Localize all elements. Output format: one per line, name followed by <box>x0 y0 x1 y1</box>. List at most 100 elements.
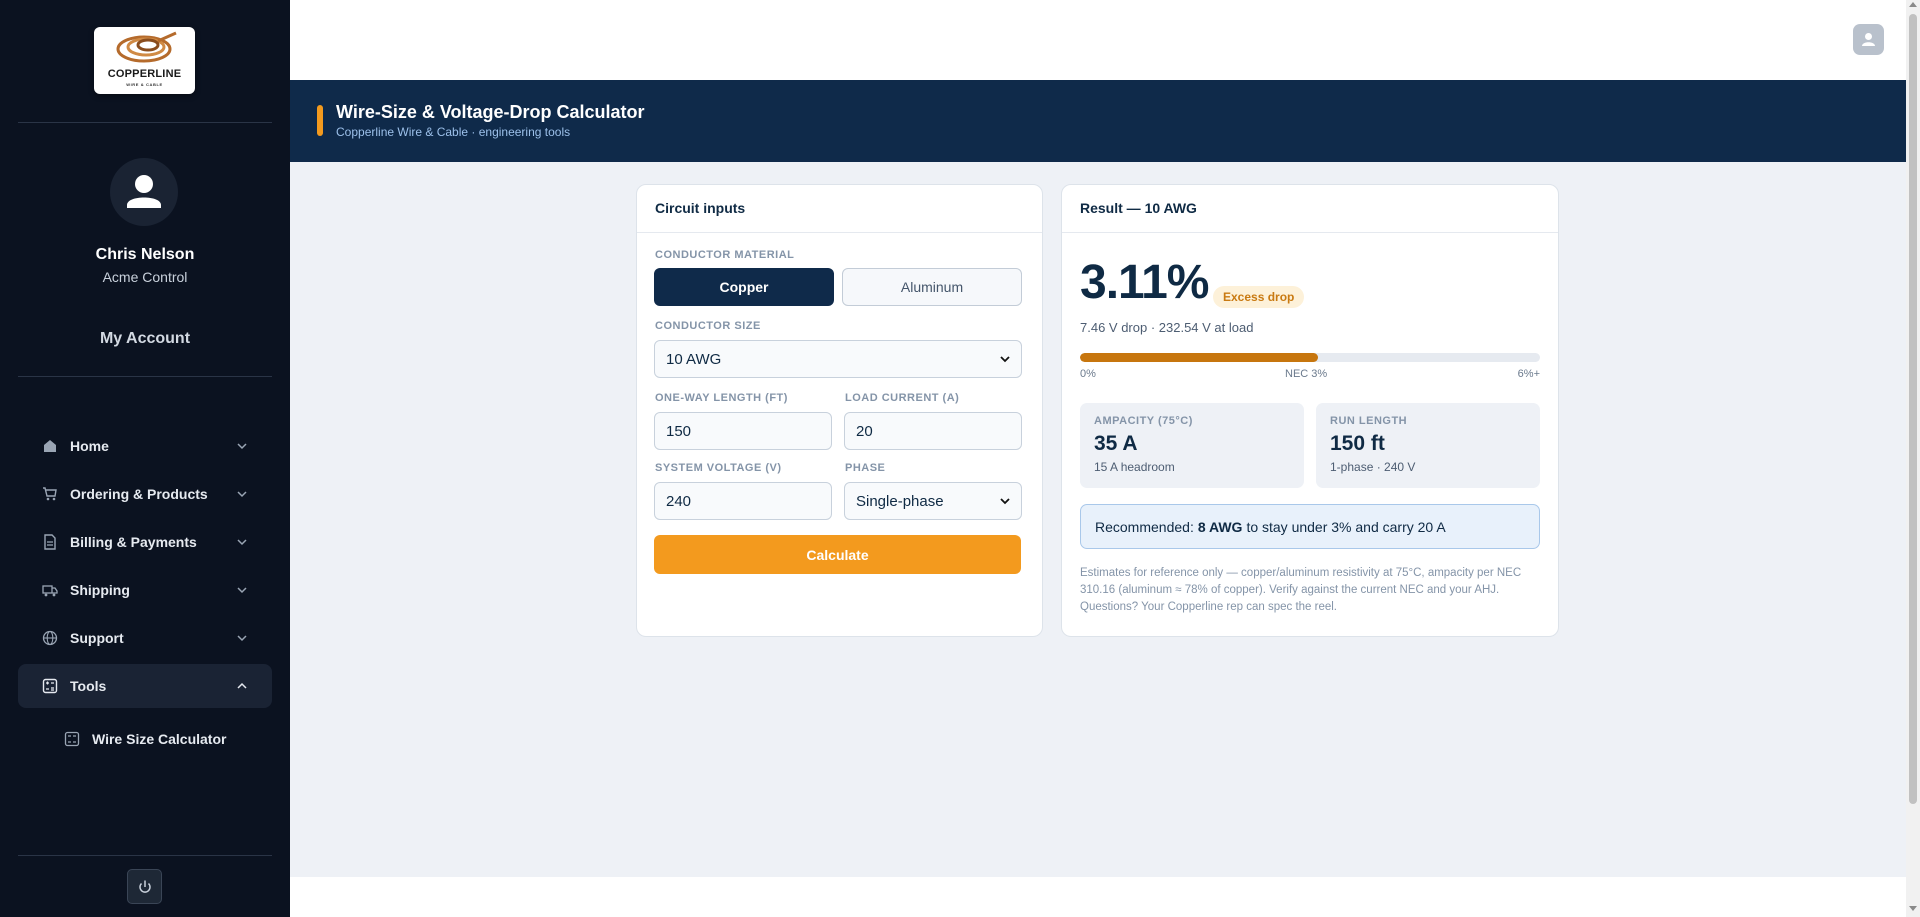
chevron-down-icon <box>237 539 247 546</box>
voltage-value: 240 <box>666 492 692 510</box>
tick-label: 0% <box>1080 368 1096 380</box>
voltage-label: SYSTEM VOLTAGE (V) <box>655 462 782 474</box>
calculator-icon <box>64 731 80 747</box>
user-name: Chris Nelson <box>95 246 195 263</box>
my-account-link[interactable]: My Account <box>99 330 191 347</box>
phase-select[interactable]: Single-phase <box>844 482 1022 520</box>
length-label: ONE-WAY LENGTH (FT) <box>655 392 788 404</box>
phase-label: PHASE <box>845 462 886 474</box>
chevron-down-icon <box>237 635 247 642</box>
ampacity-stat: AMPACITY (75°C) 35 A 15 A headroom <box>1080 403 1304 488</box>
avatar <box>110 158 178 226</box>
result-card: Result — 10 AWG 3.11% Excess drop 7.46 V… <box>1061 184 1559 637</box>
chevron-down-icon <box>1000 498 1010 505</box>
page-header: Wire-Size & Voltage-Drop Calculator Copp… <box>290 80 1906 162</box>
divider <box>18 122 272 123</box>
sidebar-item-shipping[interactable]: Shipping <box>18 568 272 612</box>
power-icon <box>139 880 151 893</box>
stat-value: 35 A <box>1094 432 1138 455</box>
truck-icon <box>42 585 58 597</box>
tick-label: 6%+ <box>1517 368 1540 380</box>
sidebar-subitem-wire-size-calculator[interactable]: Wire Size Calculator <box>64 728 226 750</box>
stat-sub: 1-phase · 240 V <box>1330 460 1416 474</box>
size-label: CONDUCTOR SIZE <box>655 320 761 332</box>
length-value: 150 <box>666 422 692 440</box>
conductor-size-select[interactable]: 10 AWG <box>654 340 1022 378</box>
recommendation-banner: Recommended: 8 AWG to stay under 3% and … <box>1080 504 1540 549</box>
home-icon <box>44 440 56 452</box>
recommendation-suffix: to stay under 3% and carry 20 A <box>1246 518 1446 535</box>
chevron-down-icon <box>1000 356 1010 363</box>
card-header: Circuit inputs <box>637 185 1042 233</box>
user-company: Acme Control <box>102 269 188 285</box>
tick-label: NEC 3% <box>1285 368 1328 380</box>
chevron-up-icon <box>237 682 247 689</box>
material-label: CONDUCTOR MATERIAL <box>655 249 795 261</box>
sidebar-subitem-label: Wire Size Calculator <box>92 731 227 747</box>
sidebar: COPPERLINE WIRE & CABLE Chris Nelson Acm… <box>0 0 290 917</box>
sidebar-item-billing[interactable]: Billing & Payments <box>18 520 272 564</box>
scroll-up-arrow-icon[interactable] <box>1909 2 1917 7</box>
brand-tagline: WIRE & CABLE <box>126 82 163 87</box>
voltage-input[interactable]: 240 <box>654 482 832 520</box>
brand-logo[interactable]: COPPERLINE WIRE & CABLE <box>94 27 195 94</box>
stat-label: RUN LENGTH <box>1330 415 1408 427</box>
circuit-inputs-card: Circuit inputs CONDUCTOR MATERIAL Copper… <box>636 184 1043 637</box>
current-input[interactable]: 20 <box>844 412 1022 450</box>
material-aluminum-button[interactable]: Aluminum <box>842 268 1022 306</box>
sidebar-item-home[interactable]: Home <box>18 424 272 468</box>
sidebar-item-label: Ordering & Products <box>70 486 208 502</box>
recommendation-size: 8 AWG <box>1197 518 1243 535</box>
brand-name: COPPERLINE <box>107 68 182 80</box>
sidebar-item-tools[interactable]: Tools <box>18 664 272 708</box>
drop-progress-fill <box>1080 353 1319 362</box>
chevron-down-icon <box>237 587 247 594</box>
calculate-button[interactable]: Calculate <box>654 535 1021 574</box>
phase-value: Single-phase <box>856 492 944 510</box>
sidebar-item-label: Shipping <box>70 582 130 598</box>
document-icon <box>44 534 56 550</box>
current-label: LOAD CURRENT (A) <box>845 392 960 404</box>
user-icon <box>127 175 161 208</box>
scroll-down-arrow-icon[interactable] <box>1909 906 1917 911</box>
voltage-drop-percent: 3.11% <box>1080 256 1209 309</box>
sidebar-item-label: Support <box>70 630 124 646</box>
material-copper-button[interactable]: Copper <box>654 268 834 306</box>
header-accent <box>317 105 323 136</box>
page-title: Wire-Size & Voltage-Drop Calculator <box>336 102 645 122</box>
card-title: Circuit inputs <box>655 200 746 216</box>
recommendation-prefix: Recommended: <box>1095 518 1194 535</box>
logout-button[interactable] <box>127 869 162 904</box>
chevron-down-icon <box>237 491 247 498</box>
sidebar-item-label: Tools <box>70 678 107 694</box>
stat-label: AMPACITY (75°C) <box>1094 415 1193 427</box>
profile-avatar-button[interactable] <box>1853 24 1884 55</box>
calculator-icon <box>42 678 58 694</box>
card-title: Result — 10 AWG <box>1080 200 1197 216</box>
page-subtitle: Copperline Wire & Cable · engineering to… <box>336 125 571 139</box>
conductor-size-value: 10 AWG <box>666 350 722 368</box>
sidebar-item-support[interactable]: Support <box>18 616 272 660</box>
stat-sub: 15 A headroom <box>1094 460 1175 474</box>
sidebar-item-ordering[interactable]: Ordering & Products <box>18 472 272 516</box>
current-value: 20 <box>856 422 873 440</box>
chevron-down-icon <box>237 443 247 450</box>
sidebar-item-label: Home <box>70 438 109 454</box>
divider <box>18 855 272 856</box>
top-bar <box>290 0 1906 80</box>
disclaimer-note: Estimates for reference only — copper/al… <box>1080 567 1522 613</box>
drop-progress-bar <box>1080 353 1540 362</box>
globe-icon <box>42 630 58 646</box>
user-icon <box>1862 33 1875 46</box>
run-length-stat: RUN LENGTH 150 ft 1-phase · 240 V <box>1316 403 1540 488</box>
length-input[interactable]: 150 <box>654 412 832 450</box>
card-header: Result — 10 AWG <box>1062 185 1558 233</box>
cart-icon <box>43 487 57 501</box>
drop-summary: 7.46 V drop · 232.54 V at load <box>1080 320 1254 335</box>
sidebar-item-label: Billing & Payments <box>70 534 197 550</box>
copper-coil-icon <box>116 31 177 63</box>
status-badge: Excess drop <box>1213 286 1305 308</box>
scrollbar-thumb[interactable] <box>1909 14 1917 804</box>
stat-value: 150 ft <box>1330 432 1385 455</box>
divider <box>18 376 272 377</box>
